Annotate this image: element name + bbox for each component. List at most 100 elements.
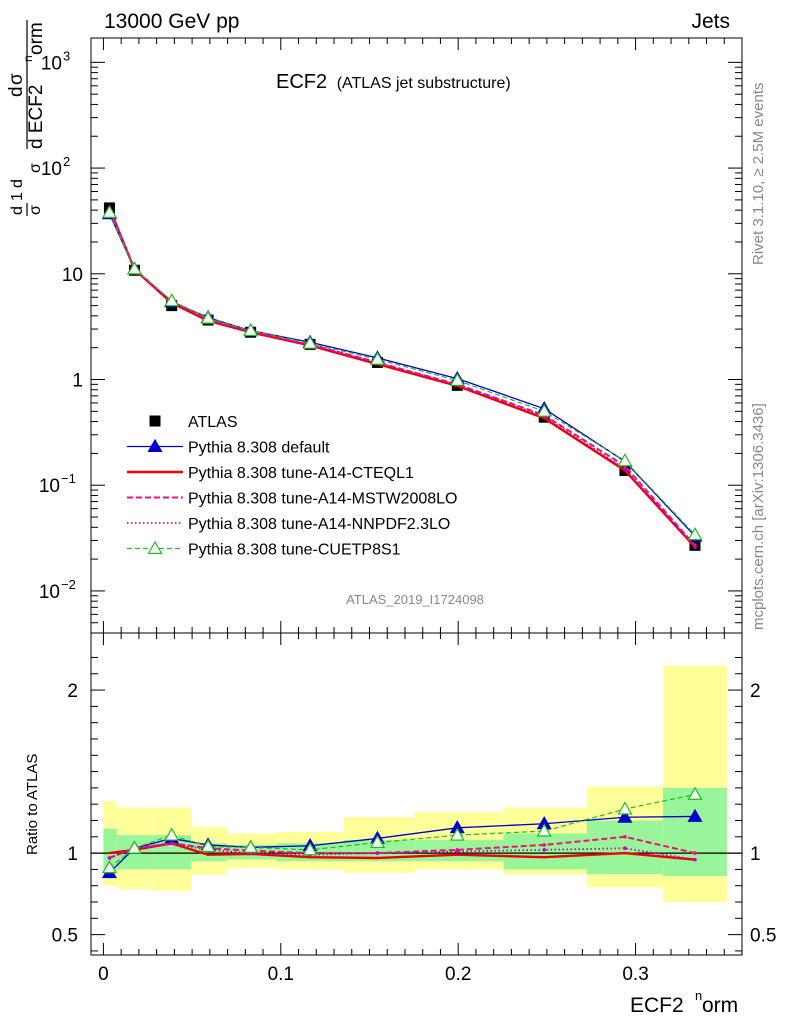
ratio-point-cuetp — [449, 827, 465, 841]
plot-title-main: ECF2 — [276, 71, 327, 93]
legend-label: ATLAS — [188, 414, 238, 431]
x-axis-label: ECF2 — [630, 994, 684, 1017]
ratio-point-default — [617, 809, 633, 823]
main-point-cuetp — [243, 322, 259, 337]
ratio-y-tick-label-right: 0.5 — [750, 926, 776, 947]
ratio-point-nnpdf — [107, 856, 112, 860]
main-point-cuetp — [101, 204, 117, 218]
y-tick-label-base: 10 — [41, 53, 62, 74]
ratio-point-cuetp — [243, 839, 259, 853]
ratio-point-cteql1 — [623, 851, 627, 855]
ratio-point-cteql1 — [376, 856, 379, 860]
ylabel-d2: d — [9, 179, 26, 188]
xlabel-orm: orm — [702, 994, 738, 1017]
y-tick-label-base: 10 — [39, 582, 60, 603]
ylabel-sigma: σ — [27, 205, 44, 215]
legend-marker-default — [147, 438, 163, 452]
main-point-cuetp — [617, 453, 633, 467]
legend-marker-atlas — [149, 415, 161, 427]
ylabel-d: d — [9, 206, 26, 215]
plot-title: ECF2 (ATLAS jet substructure) — [276, 71, 511, 93]
ylabel-numerator-sigma: σ — [6, 73, 27, 85]
ratio-point-nnpdf — [455, 849, 460, 854]
ylabel-one: 1 — [9, 192, 26, 201]
ratio-point-default — [687, 808, 703, 822]
ratio-point-mstw — [623, 834, 627, 839]
ratio-point-nnpdf — [693, 857, 697, 862]
ratio-point-cteql1 — [543, 855, 546, 859]
y-tick-label: 10 −1 — [39, 471, 76, 497]
ratio-y-tick-label-right: 1 — [750, 844, 761, 865]
y-tick-label: 10 −2 — [39, 577, 76, 603]
main-point-cuetp — [126, 261, 142, 275]
ratio-point-nnpdf — [623, 846, 627, 851]
beam-energy-label: 13000 GeV pp — [104, 10, 239, 33]
analysis-id-label: ATLAS_2019_I1724098 — [346, 592, 484, 607]
ratio-point-cuetp — [101, 860, 117, 874]
ratio-point-cuetp — [164, 827, 180, 841]
legend-label: Pythia 8.308 tune-CUETP8S1 — [188, 542, 401, 559]
ratio-point-mstw — [542, 843, 547, 847]
ratio-y-tick-label: 1 — [67, 844, 78, 865]
ratio-point-cuetp — [687, 786, 703, 800]
ratio-point-cuetp — [126, 840, 142, 854]
y-tick-label: 10 2 — [41, 154, 70, 180]
uncertainty-band-inner — [663, 787, 727, 876]
ratio-point-cuetp — [369, 834, 386, 848]
ratio-point-cteql1 — [456, 853, 459, 856]
uncertainty-band-inner — [103, 828, 117, 873]
upper-y-axis-label: d σ 1 d σ d ECF2 n orm d σ — [6, 20, 47, 216]
ylabel-orm: orm — [26, 22, 47, 55]
rivet-version-label: Rivet 3.1.10, ≥ 2.5M events — [750, 83, 767, 266]
mcplots-label: mcplots.cern.ch [arXiv:1306.3436] — [750, 403, 767, 630]
main-point-cuetp — [302, 335, 318, 349]
ratio-y-tick-label: 0.5 — [52, 926, 78, 947]
ratio-plot-frame — [90, 632, 743, 956]
ylabel-superscript-n: n — [21, 55, 35, 62]
y-tick-label-exp: 2 — [63, 154, 70, 169]
y-tick-label-base: 10 — [39, 476, 60, 497]
ratio-point-cuetp — [302, 842, 318, 856]
main-point-cuetp — [164, 293, 180, 307]
y-tick-label-base: 10 — [62, 265, 83, 286]
ratio-point-cuetp — [617, 801, 633, 815]
ratio-y-axis-label: Ratio to ATLAS — [24, 754, 41, 855]
ratio-point-cteql1 — [308, 855, 312, 859]
legend-label: Pythia 8.308 tune-A14-NNPDF2.3LO — [188, 516, 450, 533]
ratio-point-nnpdf — [542, 848, 547, 852]
main-point-cuetp — [536, 403, 552, 417]
y-tick-label: 10 — [62, 265, 83, 286]
y-tick-label-exp: −2 — [61, 577, 76, 592]
main-series-cuetp — [108, 212, 696, 536]
main-point-nnpdf — [693, 545, 697, 549]
ratio-point-cteql1 — [206, 853, 210, 856]
ratio-y-tick-label-right: 2 — [750, 681, 761, 702]
y-tick-label: 10 3 — [41, 48, 70, 74]
ratio-point-cuetp — [200, 838, 216, 853]
main-series-mstw — [108, 208, 696, 546]
xlabel-ecf: ECF2 — [630, 994, 684, 1017]
ylabel-decf: d ECF2 — [26, 85, 47, 149]
uncertainty-band-inner — [343, 840, 415, 862]
x-tick-label: 0.2 — [445, 964, 471, 985]
ratio-plot-panel: 0 0.1 0.2 0.3 0.5 0.5 1 1 2 2 — [52, 632, 776, 985]
x-tick-label: 0.1 — [268, 964, 294, 985]
main-point-cuetp — [200, 310, 216, 324]
ylabel-dsigma: σ — [27, 163, 44, 173]
y-tick-label: 1 — [72, 371, 83, 392]
y-tick-label-exp: −1 — [61, 471, 76, 486]
y-tick-label-base: 10 — [41, 159, 62, 180]
ratio-point-mstw — [693, 851, 697, 855]
plot-title-sub: (ATLAS jet substructure) — [337, 75, 511, 92]
ylabel-numerator-d: d — [6, 86, 27, 97]
legend-label: Pythia 8.308 tune-A14-MSTW2008LO — [188, 491, 457, 508]
main-point-cuetp — [687, 527, 703, 541]
process-label: Jets — [691, 10, 730, 33]
y-tick-label-base: 1 — [72, 371, 83, 392]
legend-label: Pythia 8.308 tune-A14-CTEQL1 — [188, 465, 414, 482]
ratio-point-nnpdf — [375, 851, 380, 855]
main-series-default — [108, 213, 696, 537]
y-tick-label-exp: 3 — [63, 48, 70, 63]
